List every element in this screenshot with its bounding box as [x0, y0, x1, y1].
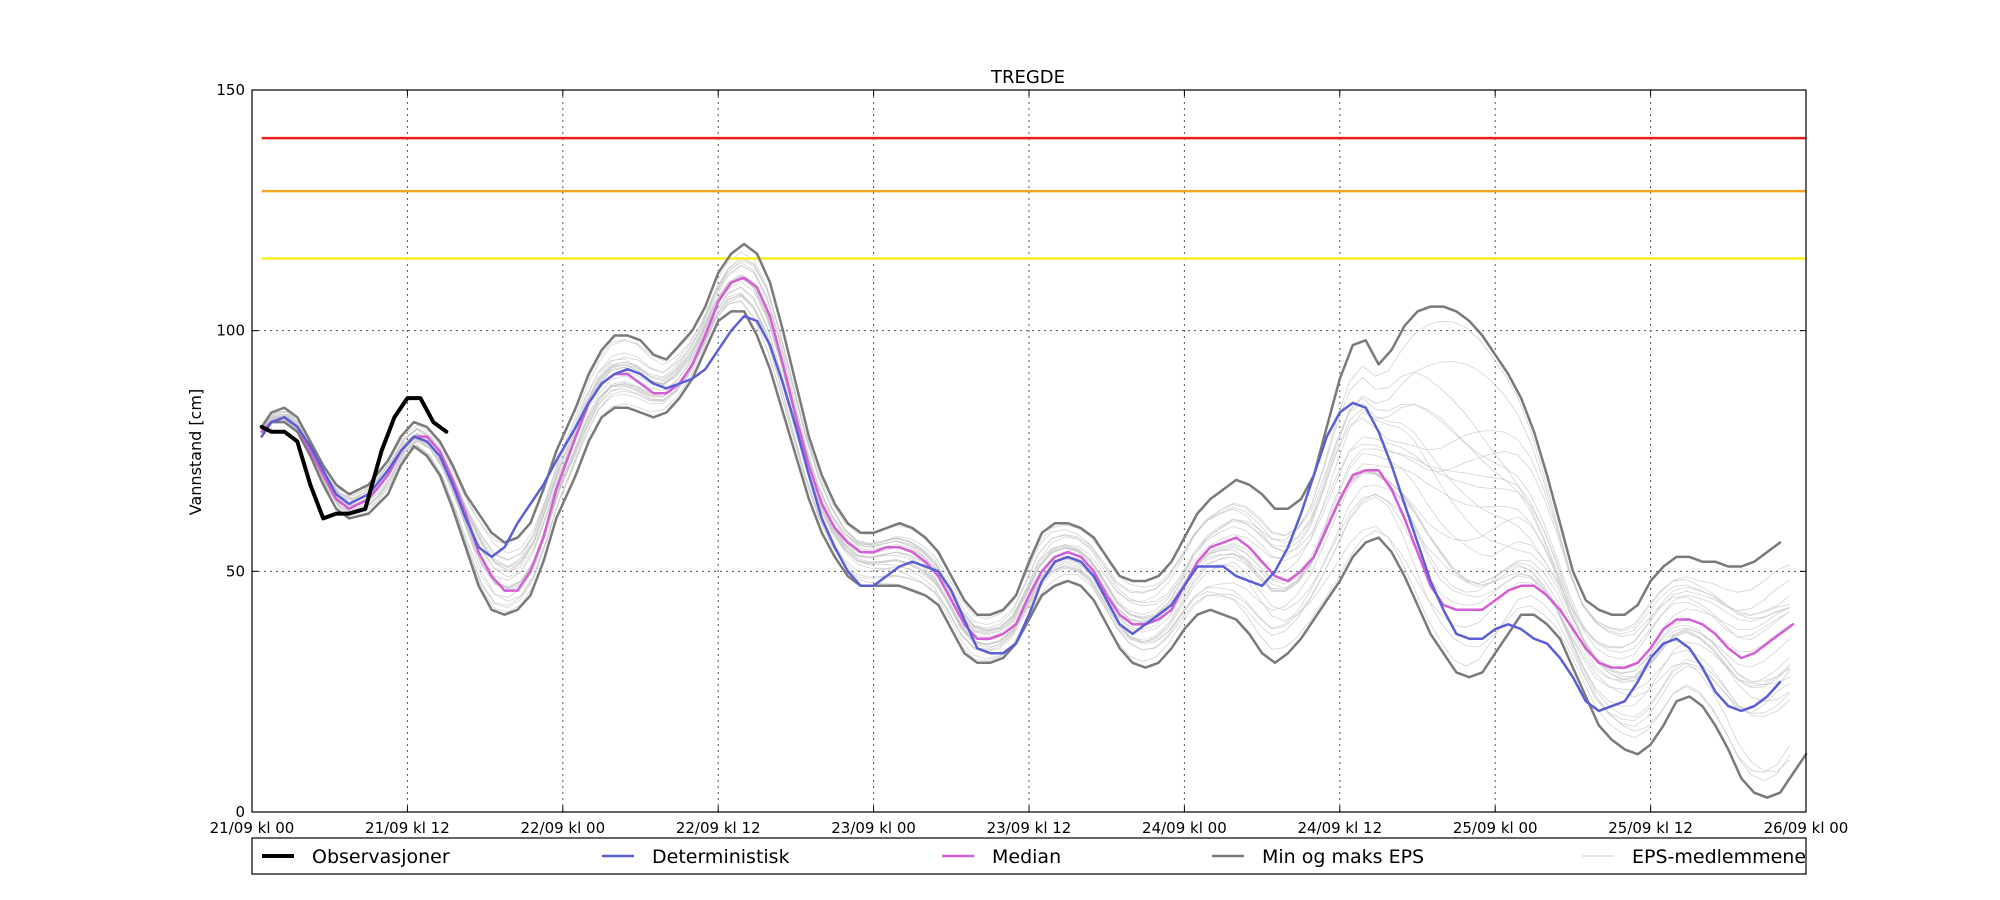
eps-member-line: [261, 265, 1790, 654]
x-tick-label: 22/09 kl 00: [520, 819, 605, 837]
x-tick-label: 24/09 kl 12: [1297, 819, 1382, 837]
x-tick-label: 21/09 kl 00: [210, 819, 295, 837]
x-tick-label: 25/09 kl 00: [1453, 819, 1538, 837]
legend: Observasjoner Deterministisk Median Min og …: [251, 837, 1807, 875]
series-line: [260, 242, 1782, 616]
threshold-lines: [261, 136, 1806, 260]
legend-label: EPS-medlemmene: [1632, 846, 1806, 868]
eps-member-line: [261, 260, 1791, 635]
y-tick-label: 0: [235, 803, 245, 821]
eps-member-line: [261, 300, 1791, 717]
legend-box: [251, 837, 1807, 875]
y-axis-label: Vannstand [cm]: [186, 389, 205, 515]
x-tick-label: 22/09 kl 12: [676, 819, 761, 837]
series-line: [260, 314, 1782, 713]
y-axis-ticks: 0 50 100 150: [216, 81, 1806, 821]
eps-member-line: [261, 264, 1790, 630]
legend-label: Min og maks EPS: [1262, 846, 1424, 868]
y-tick-label: 50: [226, 562, 245, 580]
x-tick-label: 23/09 kl 12: [987, 819, 1072, 837]
eps-member-line: [261, 294, 1791, 773]
legend-label: Median: [992, 846, 1061, 868]
eps-member-line: [261, 257, 1791, 641]
eps-member-line: [261, 251, 1791, 648]
legend-label: Deterministisk: [652, 846, 790, 868]
series-line: [260, 276, 1795, 669]
x-tick-label: 25/09 kl 12: [1608, 819, 1693, 837]
x-tick-label: 23/09 kl 00: [831, 819, 916, 837]
series-lines: [259, 242, 1808, 799]
chart-title: TREGDE: [990, 67, 1065, 88]
eps-member-line: [261, 276, 1791, 689]
series-line: [260, 310, 1808, 799]
x-tick-label: 24/09 kl 00: [1142, 819, 1227, 837]
y-tick-label: 100: [216, 322, 245, 340]
x-axis-ticks: 21/09 kl 00 21/09 kl 12 22/09 kl 00 22/09 k…: [210, 90, 1849, 837]
eps-member-line: [261, 257, 1790, 649]
series-line: [259, 396, 449, 521]
x-tick-label: 26/09 kl 00: [1764, 819, 1849, 837]
y-tick-label: 150: [216, 81, 245, 99]
legend-label: Observasjoner: [312, 846, 450, 868]
x-tick-label: 21/09 kl 12: [365, 819, 450, 837]
